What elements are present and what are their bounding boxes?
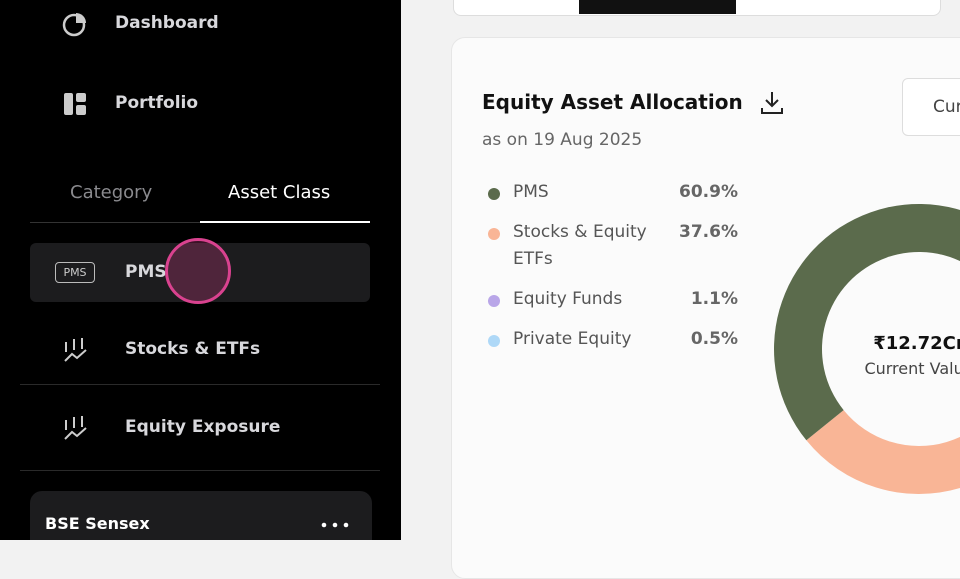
legend-value: 0.5% — [690, 329, 738, 349]
menu-item[interactable]: Stocks & ETFs — [125, 339, 261, 359]
center-value: ₹12.72Cr — [873, 333, 960, 354]
donut-segment[interactable] — [774, 204, 960, 441]
legend-dot — [488, 188, 500, 200]
stocks-icon — [64, 338, 87, 362]
legend-value: 37.6% — [679, 222, 738, 242]
nav-item[interactable]: Portfolio — [115, 93, 199, 113]
legend-dot — [488, 335, 500, 347]
value-button[interactable]: Current — [902, 78, 960, 136]
legend-label: Equity Funds — [513, 289, 623, 309]
separator — [20, 384, 380, 385]
allocation-card: Equity Asset Allocation as on 19 Aug 202… — [451, 37, 960, 579]
center-label: Current Value — [864, 359, 960, 378]
sidebar: Dashboard Portfolio Category Asset Class… — [0, 0, 401, 540]
cursor-highlight — [165, 238, 231, 304]
card-title: Equity Asset Allocation — [482, 90, 743, 114]
tab-underline — [200, 221, 370, 223]
widget-title: BSE Sensex — [45, 514, 150, 533]
legend-label: Private Equity — [513, 329, 632, 349]
menu-item[interactable]: Equity Exposure — [125, 417, 281, 437]
donut-chart: ₹12.72Cr Current Value — [774, 204, 960, 494]
legend-dot — [488, 295, 500, 307]
tab[interactable]: Category — [70, 182, 153, 203]
top-bar-active — [579, 0, 736, 14]
portfolio-icon — [64, 93, 86, 115]
more-menu[interactable] — [320, 520, 352, 530]
legend-value: 1.1% — [690, 289, 738, 309]
exposure-icon — [64, 416, 87, 440]
separator — [20, 470, 380, 471]
legend-label: Stocks & Equity ETFs — [513, 222, 647, 269]
legend-dot — [488, 228, 500, 240]
legend-label: PMS — [513, 182, 549, 202]
dashboard-icon — [62, 13, 86, 37]
download-icon[interactable] — [760, 90, 784, 116]
tab-active[interactable]: Asset Class — [228, 182, 331, 203]
pms-icon: PMS — [55, 262, 95, 283]
nav-item[interactable]: Dashboard — [115, 13, 219, 33]
menu-item[interactable]: PMS — [125, 262, 167, 282]
widget-card — [30, 491, 372, 540]
donut-segment[interactable] — [806, 359, 960, 494]
legend-value: 60.9% — [679, 182, 738, 202]
card-subtitle: as on 19 Aug 2025 — [482, 130, 643, 150]
